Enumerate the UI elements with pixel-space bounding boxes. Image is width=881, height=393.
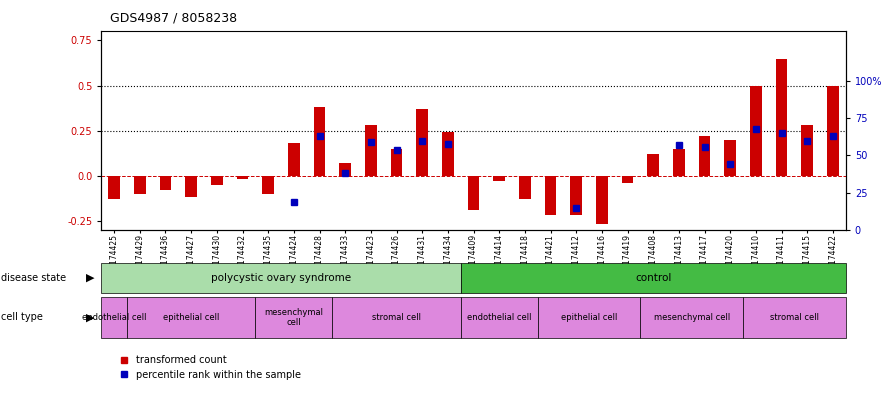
Bar	[537, 297, 640, 338]
Bar	[468, 176, 479, 210]
Text: polycystic ovary syndrome: polycystic ovary syndrome	[211, 273, 351, 283]
Bar	[237, 176, 248, 179]
Text: cell type: cell type	[1, 312, 43, 322]
Text: epithelial cell: epithelial cell	[561, 313, 618, 322]
Bar	[417, 109, 428, 176]
Text: control: control	[635, 273, 671, 283]
Text: GDS4987 / 8058238: GDS4987 / 8058238	[110, 12, 237, 25]
Text: stromal cell: stromal cell	[372, 313, 421, 322]
Bar	[332, 297, 461, 338]
Bar	[673, 149, 685, 176]
Text: mesenchymal cell: mesenchymal cell	[654, 313, 729, 322]
Text: disease state: disease state	[1, 273, 66, 283]
Bar	[461, 263, 846, 293]
Bar	[211, 176, 223, 185]
Bar	[108, 176, 120, 199]
Bar	[461, 297, 537, 338]
Bar	[544, 176, 556, 215]
Bar	[263, 176, 274, 194]
Bar	[743, 297, 846, 338]
Text: ▶: ▶	[86, 273, 95, 283]
Bar	[750, 86, 762, 176]
Bar	[519, 176, 530, 199]
Bar	[493, 176, 505, 181]
Text: endothelial cell: endothelial cell	[467, 313, 531, 322]
Bar	[101, 263, 461, 293]
Bar	[648, 154, 659, 176]
Text: stromal cell: stromal cell	[770, 313, 819, 322]
Bar	[101, 297, 127, 338]
Text: ▶: ▶	[86, 312, 95, 322]
Bar	[365, 125, 377, 176]
Bar	[570, 176, 582, 215]
Legend: transformed count, percentile rank within the sample: transformed count, percentile rank withi…	[115, 352, 305, 384]
Bar	[442, 132, 454, 176]
Bar	[127, 297, 255, 338]
Bar	[827, 86, 839, 176]
Bar	[255, 297, 332, 338]
Bar	[134, 176, 145, 194]
Bar	[724, 140, 736, 176]
Bar	[640, 297, 743, 338]
Bar	[159, 176, 171, 190]
Bar	[776, 59, 788, 176]
Bar	[339, 163, 351, 176]
Bar	[596, 176, 608, 224]
Text: mesenchymal
cell: mesenchymal cell	[264, 308, 323, 327]
Bar	[288, 143, 300, 176]
Bar	[622, 176, 633, 183]
Text: epithelial cell: epithelial cell	[163, 313, 219, 322]
Bar	[314, 107, 325, 176]
Bar	[699, 136, 710, 176]
Bar	[185, 176, 197, 197]
Bar	[391, 149, 403, 176]
Bar	[802, 125, 813, 176]
Text: endothelial cell: endothelial cell	[82, 313, 146, 322]
